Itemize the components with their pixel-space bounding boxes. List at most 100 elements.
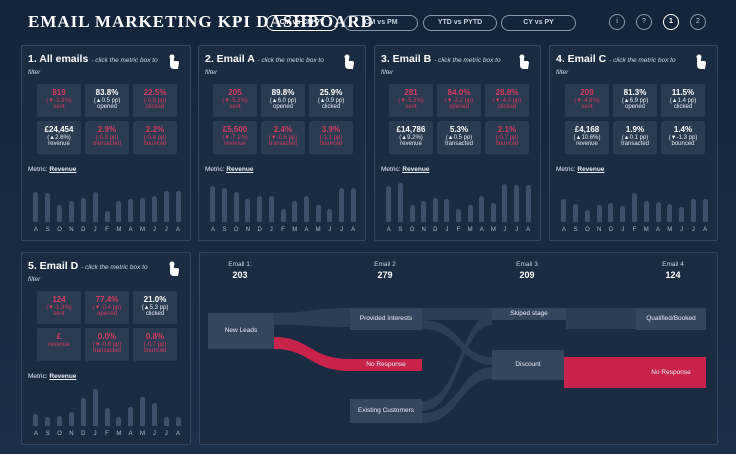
revenue-bar[interactable]	[525, 185, 531, 222]
info-button[interactable]: i	[609, 14, 625, 30]
revenue-bar[interactable]	[350, 188, 356, 222]
revenue-bar[interactable]	[68, 412, 74, 426]
revenue-bar[interactable]	[104, 408, 110, 426]
node-new-leads[interactable]: New Leads	[208, 313, 274, 349]
revenue-bar[interactable]	[163, 190, 169, 222]
revenue-bar[interactable]	[80, 197, 86, 222]
metric-box-sent[interactable]: 205 (▼-5.2%) sent	[213, 84, 257, 117]
revenue-bar[interactable]	[409, 205, 415, 222]
node-discount[interactable]: Discount	[492, 350, 564, 380]
metric-selector[interactable]: Metric: Revenue	[381, 166, 429, 173]
revenue-bar[interactable]	[92, 388, 98, 426]
revenue-bar[interactable]	[175, 417, 181, 426]
metric-box-bounced[interactable]: 3.9% (-1.1 pp) bounced	[309, 121, 353, 154]
metric-selector-value[interactable]: Revenue	[49, 373, 77, 380]
metric-selector[interactable]: Metric: Revenue	[205, 166, 253, 173]
revenue-bar[interactable]	[163, 417, 169, 426]
page-1-button[interactable]: 1	[663, 14, 679, 30]
revenue-bar[interactable]	[327, 209, 333, 222]
revenue-bar[interactable]	[104, 211, 110, 222]
revenue-bar[interactable]	[128, 406, 134, 426]
revenue-bar[interactable]	[315, 205, 321, 222]
revenue-bar[interactable]	[116, 201, 122, 222]
revenue-bar[interactable]	[502, 184, 508, 222]
revenue-bar[interactable]	[57, 205, 63, 222]
revenue-bar[interactable]	[655, 201, 661, 222]
revenue-bar[interactable]	[280, 209, 286, 222]
metric-box-clicked[interactable]: 25.9% (▲0.9 pp) clicked	[309, 84, 353, 117]
metric-box-opened[interactable]: 89.8% (▲6.0 pp) opened	[261, 84, 305, 117]
metric-box-revenue[interactable]: £5,500 (▼-7.1%) revenue	[213, 121, 257, 154]
revenue-bar[interactable]	[233, 191, 239, 222]
revenue-bar[interactable]	[151, 402, 157, 426]
revenue-bar[interactable]	[33, 414, 39, 426]
metric-selector-value[interactable]: Revenue	[577, 166, 605, 173]
metric-box-opened[interactable]: 83.8% (▲0.5 pp) opened	[85, 84, 129, 117]
segment-cm-vs-pm[interactable]: CM vs PM	[344, 15, 418, 31]
metric-box-clicked[interactable]: 21.0% (▲5.3 pp) clicked	[133, 291, 177, 324]
revenue-bar[interactable]	[397, 183, 403, 222]
metric-box-sent[interactable]: 209 (▼-4.8%) sent	[565, 84, 609, 117]
metric-box-transacted[interactable]: 2.9% (-0.9 pp) transacted	[85, 121, 129, 154]
revenue-bar[interactable]	[222, 188, 228, 222]
revenue-bar[interactable]	[68, 201, 74, 222]
revenue-bar[interactable]	[444, 198, 450, 222]
metric-box-bounced[interactable]: 0.8% (-0.7 pp) bounced	[133, 328, 177, 361]
metric-box-sent[interactable]: 281 (▼-5.2%) sent	[389, 84, 433, 117]
help-button[interactable]: ?	[636, 14, 652, 30]
node-no-response-2[interactable]: No Response	[636, 357, 706, 388]
revenue-bar[interactable]	[338, 188, 344, 222]
metric-box-opened[interactable]: 84.0% (▼-3.2 pp) opened	[437, 84, 481, 117]
node-no-response-1[interactable]: No Response	[350, 359, 422, 371]
metric-box-bounced[interactable]: 2.2% (-0.4 pp) bounced	[133, 121, 177, 154]
metric-box-revenue[interactable]: £14,786 (▲9.2%) revenue	[389, 121, 433, 154]
metric-box-opened[interactable]: 77.4% (▼-0.4 pp) opened	[85, 291, 129, 324]
revenue-bar[interactable]	[45, 193, 51, 222]
revenue-bar[interactable]	[257, 195, 263, 222]
metric-box-sent[interactable]: 819 (▼-3.8%) sent	[37, 84, 81, 117]
revenue-bar[interactable]	[128, 198, 134, 222]
segment-cm-vs-cm-py[interactable]: CM vs CM PY	[266, 15, 338, 31]
revenue-bar[interactable]	[57, 416, 63, 426]
revenue-bar[interactable]	[702, 198, 708, 222]
revenue-bar[interactable]	[490, 203, 496, 222]
revenue-bar[interactable]	[479, 195, 485, 222]
node-skipped-stage[interactable]: Skiped stage	[492, 308, 566, 320]
revenue-bar[interactable]	[514, 185, 520, 222]
revenue-bar[interactable]	[561, 198, 567, 222]
metric-box-bounced[interactable]: 1.4% (▼-1.3 pp) bounced	[661, 121, 705, 154]
revenue-bar[interactable]	[679, 207, 685, 222]
metric-selector[interactable]: Metric: Revenue	[28, 373, 76, 380]
segment-ytd-vs-pytd[interactable]: YTD vs PYTD	[423, 15, 497, 31]
revenue-bar[interactable]	[632, 193, 637, 222]
revenue-bar[interactable]	[432, 197, 438, 222]
revenue-bar[interactable]	[268, 195, 274, 222]
metric-box-transacted[interactable]: 5.3% (▲0.5 pp) transacted	[437, 121, 481, 154]
revenue-bar[interactable]	[45, 417, 51, 426]
segment-cy-vs-py[interactable]: CY vs PY	[501, 15, 576, 31]
metric-box-revenue[interactable]: £ revenue	[37, 328, 81, 361]
metric-box-sent[interactable]: 124 (▼-1.3%) sent	[37, 291, 81, 324]
metric-box-bounced[interactable]: 2.1% (-0.7 pp) bounced	[485, 121, 529, 154]
revenue-bar[interactable]	[292, 201, 298, 222]
node-provided-interests[interactable]: Provided Interests	[350, 308, 422, 330]
metric-box-opened[interactable]: 81.3% (▲6.9 pp) opened	[613, 84, 657, 117]
revenue-bar[interactable]	[421, 201, 427, 222]
revenue-bar[interactable]	[175, 190, 181, 222]
metric-box-clicked[interactable]: 28.8% (▼-4.0 pp) clicked	[485, 84, 529, 117]
revenue-bar[interactable]	[33, 191, 39, 222]
revenue-bar[interactable]	[303, 195, 309, 222]
metric-box-clicked[interactable]: 22.5% (-0.9 pp) clicked	[133, 84, 177, 117]
page-2-button[interactable]: 2	[690, 14, 706, 30]
revenue-bar[interactable]	[245, 198, 251, 222]
metric-selector-value[interactable]: Revenue	[402, 166, 430, 173]
revenue-bar[interactable]	[386, 186, 392, 222]
revenue-bar[interactable]	[210, 186, 216, 222]
revenue-bar[interactable]	[456, 209, 461, 222]
revenue-bar[interactable]	[643, 201, 649, 222]
node-qualified-booked[interactable]: Qualified/Booked	[636, 308, 706, 330]
revenue-bar[interactable]	[80, 397, 86, 426]
metric-box-clicked[interactable]: 11.5% (▲1.4 pp) clicked	[661, 84, 705, 117]
revenue-bar[interactable]	[608, 203, 614, 222]
revenue-bar[interactable]	[140, 396, 146, 426]
